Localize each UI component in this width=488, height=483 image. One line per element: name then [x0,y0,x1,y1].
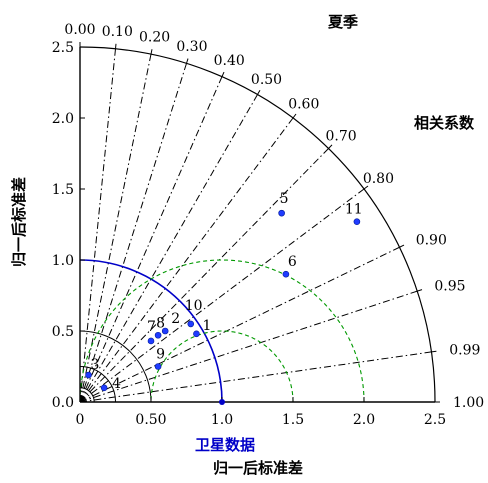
corr-tick-label-5: 0.50 [251,72,282,88]
std-arc-2 [79,387,95,403]
corr-tick-mark-11 [431,350,437,353]
rmsd-contour-1 [79,259,365,403]
reference-arc [79,259,223,403]
corr-tick-mark-4 [221,71,225,77]
correlation-line-8 [79,188,365,403]
y-tick-label-0: 0.0 [52,395,74,411]
corr-tick-label-7: 0.70 [326,129,357,145]
correlation-line-6 [79,117,294,403]
data-point-3 [85,371,92,379]
correlation-line-5 [79,94,258,403]
y-axis-label: 归一后标准差 [10,177,28,267]
corr-tick-label-4: 0.40 [214,53,245,69]
corr-tick-label-11: 0.99 [449,342,480,358]
corr-tick-mark-3 [186,58,189,64]
correlation-line-9 [79,246,400,403]
x-tick-label-3: 1.5 [282,412,304,428]
data-point-label-7: 7 [147,319,156,335]
data-point-6 [282,270,290,278]
corr-tick-mark-2 [150,49,153,55]
y-tick-label-5: 2.5 [52,40,74,56]
x-tick-label-2: 1.0 [211,412,233,428]
x-tick-label-4: 2.0 [353,412,375,428]
x-tick-label-0: 0 [76,412,85,428]
y-tick-label-2: 1.0 [52,253,74,269]
corr-tick-label-10: 0.95 [434,279,465,295]
data-point-label-1: 1 [202,318,211,334]
grid-layer [79,48,432,403]
y-tick-label-4: 2.0 [52,111,74,127]
corr-tick-label-8: 0.80 [363,171,394,187]
chart-title: 夏季 [327,13,358,31]
data-point-label-11: 11 [345,202,363,218]
correlation-line-7 [79,148,329,403]
std-arc-0 [79,330,152,403]
correlation-label: 相关系数 [414,114,475,132]
corr-tick-mark-9 [399,244,405,248]
corr-tick-label-6: 0.60 [288,97,319,113]
reference-point [219,399,225,405]
data-point-label-9: 9 [156,347,165,363]
data-point-1 [193,330,200,338]
data-point-label-4: 4 [112,376,121,392]
corr-tick-label-0: 0.00 [64,22,95,38]
data-point-7 [147,337,155,345]
x-tick-label-5: 2.5 [424,412,446,428]
y-tick-label-3: 1.5 [52,182,74,198]
x-tick-label-1: 0.50 [135,412,166,428]
data-point-2 [161,327,169,335]
data-point-label-8: 8 [156,315,165,331]
data-point-label-2: 2 [171,311,180,327]
correlation-line-4 [79,76,223,403]
std-arc-1 [79,366,116,403]
corr-tick-mark-1 [115,43,117,49]
correlation-line-11 [79,351,432,403]
corr-tick-label-2: 0.20 [139,30,170,46]
corr-tick-mark-8 [363,185,369,190]
x-axis-label: 归一后标准差 [213,459,303,477]
corr-tick-mark-5 [257,89,261,95]
corr-tick-mark-10 [417,289,423,292]
data-point-5 [278,209,285,217]
arc-layer [79,46,436,403]
data-point-10 [187,320,195,328]
corr-tick-label-3: 0.30 [176,39,207,55]
tick-layer: 0.00 0.5 0.50 1.0 1.0 1.5 1.5 2.0 2.0 2.5 2.5 0.00 0… [52,22,484,428]
corr-tick-label-9: 0.90 [416,232,447,248]
data-point-11 [353,218,361,225]
reference-label: 卫星数据 [195,436,255,454]
correlation-line-3 [79,63,187,403]
data-point-label-5: 5 [280,191,289,207]
correlation-line-10 [79,290,418,403]
corr-tick-mark-6 [292,113,297,119]
correlation-line-1 [79,48,116,403]
corr-tick-label-1: 0.10 [102,24,133,40]
data-point-label-3: 3 [91,357,100,373]
data-point-label-10: 10 [185,298,203,314]
corr-tick-label-12: 1.00 [453,395,484,411]
correlation-line-2 [79,54,152,403]
outer-arc [79,46,436,403]
axes-layer [79,47,435,403]
data-point-8 [154,331,162,339]
corr-tick-mark-7 [328,144,333,149]
data-point-4 [100,384,108,392]
data-point-9 [154,363,162,370]
y-tick-label-1: 0.5 [52,324,74,340]
data-point-label-6: 6 [288,254,297,270]
